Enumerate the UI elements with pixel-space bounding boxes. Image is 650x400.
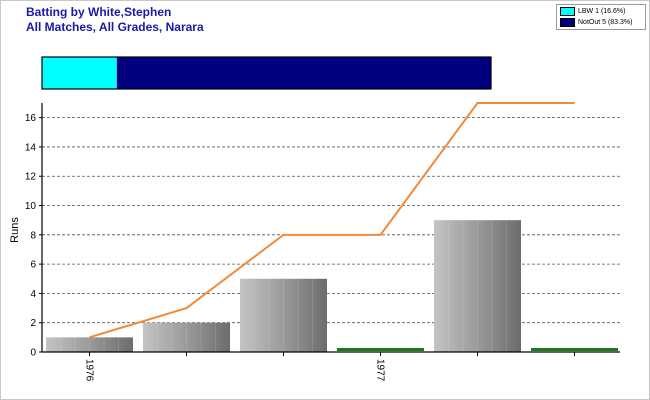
y-tick-labels: 0 2 4 6 8 10 12 14 16 — [25, 113, 37, 358]
dismissal-segment-notout — [116, 57, 491, 89]
dismissal-stacked-bar — [41, 56, 492, 90]
y-tick-label: 14 — [25, 142, 37, 153]
y-tick-label: 4 — [30, 289, 36, 300]
y-axis-title: Runs — [9, 217, 21, 243]
y-tick-label: 0 — [30, 348, 36, 359]
cumulative-line-path — [89, 102, 575, 339]
dismissal-bar-border — [41, 56, 492, 90]
legend-item-lbw: LBW 1 (16.6%) — [560, 7, 625, 16]
x-tick-label: 1976 — [84, 359, 95, 382]
y-tick-label: 12 — [25, 172, 37, 183]
innings-bar — [46, 337, 133, 352]
y-tick-label: 8 — [30, 230, 36, 241]
innings-bar-zero — [337, 348, 424, 351]
gridlines — [42, 117, 620, 324]
legend-label-notout: NotOut 5 (83.3%) — [578, 19, 633, 26]
dismissal-segment-lbw — [42, 57, 117, 89]
legend-swatch-notout — [560, 18, 575, 27]
innings-bar — [240, 278, 327, 352]
chart-title: Batting by White,Stephen — [26, 5, 172, 19]
legend-item-notout: NotOut 5 (83.3%) — [560, 18, 632, 27]
legend-swatch-lbw — [560, 7, 575, 16]
cumulative-runs-line — [89, 102, 575, 339]
x-tick-labels: 1976 1977 — [84, 359, 386, 382]
y-tick-label: 10 — [25, 201, 37, 212]
innings-bar — [434, 220, 521, 352]
chart-subtitle: All Matches, All Grades, Narara — [26, 20, 204, 34]
legend-label-lbw: LBW 1 (16.6%) — [578, 8, 626, 15]
axes — [39, 103, 620, 356]
x-tick-label: 1977 — [375, 359, 386, 382]
innings-bar-zero — [531, 348, 618, 351]
y-tick-label: 6 — [30, 260, 36, 271]
y-tick-label: 16 — [25, 113, 37, 124]
innings-bar — [143, 322, 230, 352]
innings-bars — [46, 220, 618, 352]
legend: LBW 1 (16.6%) NotOut 5 (83.3%) — [556, 4, 646, 30]
y-tick-label: 2 — [30, 318, 36, 329]
